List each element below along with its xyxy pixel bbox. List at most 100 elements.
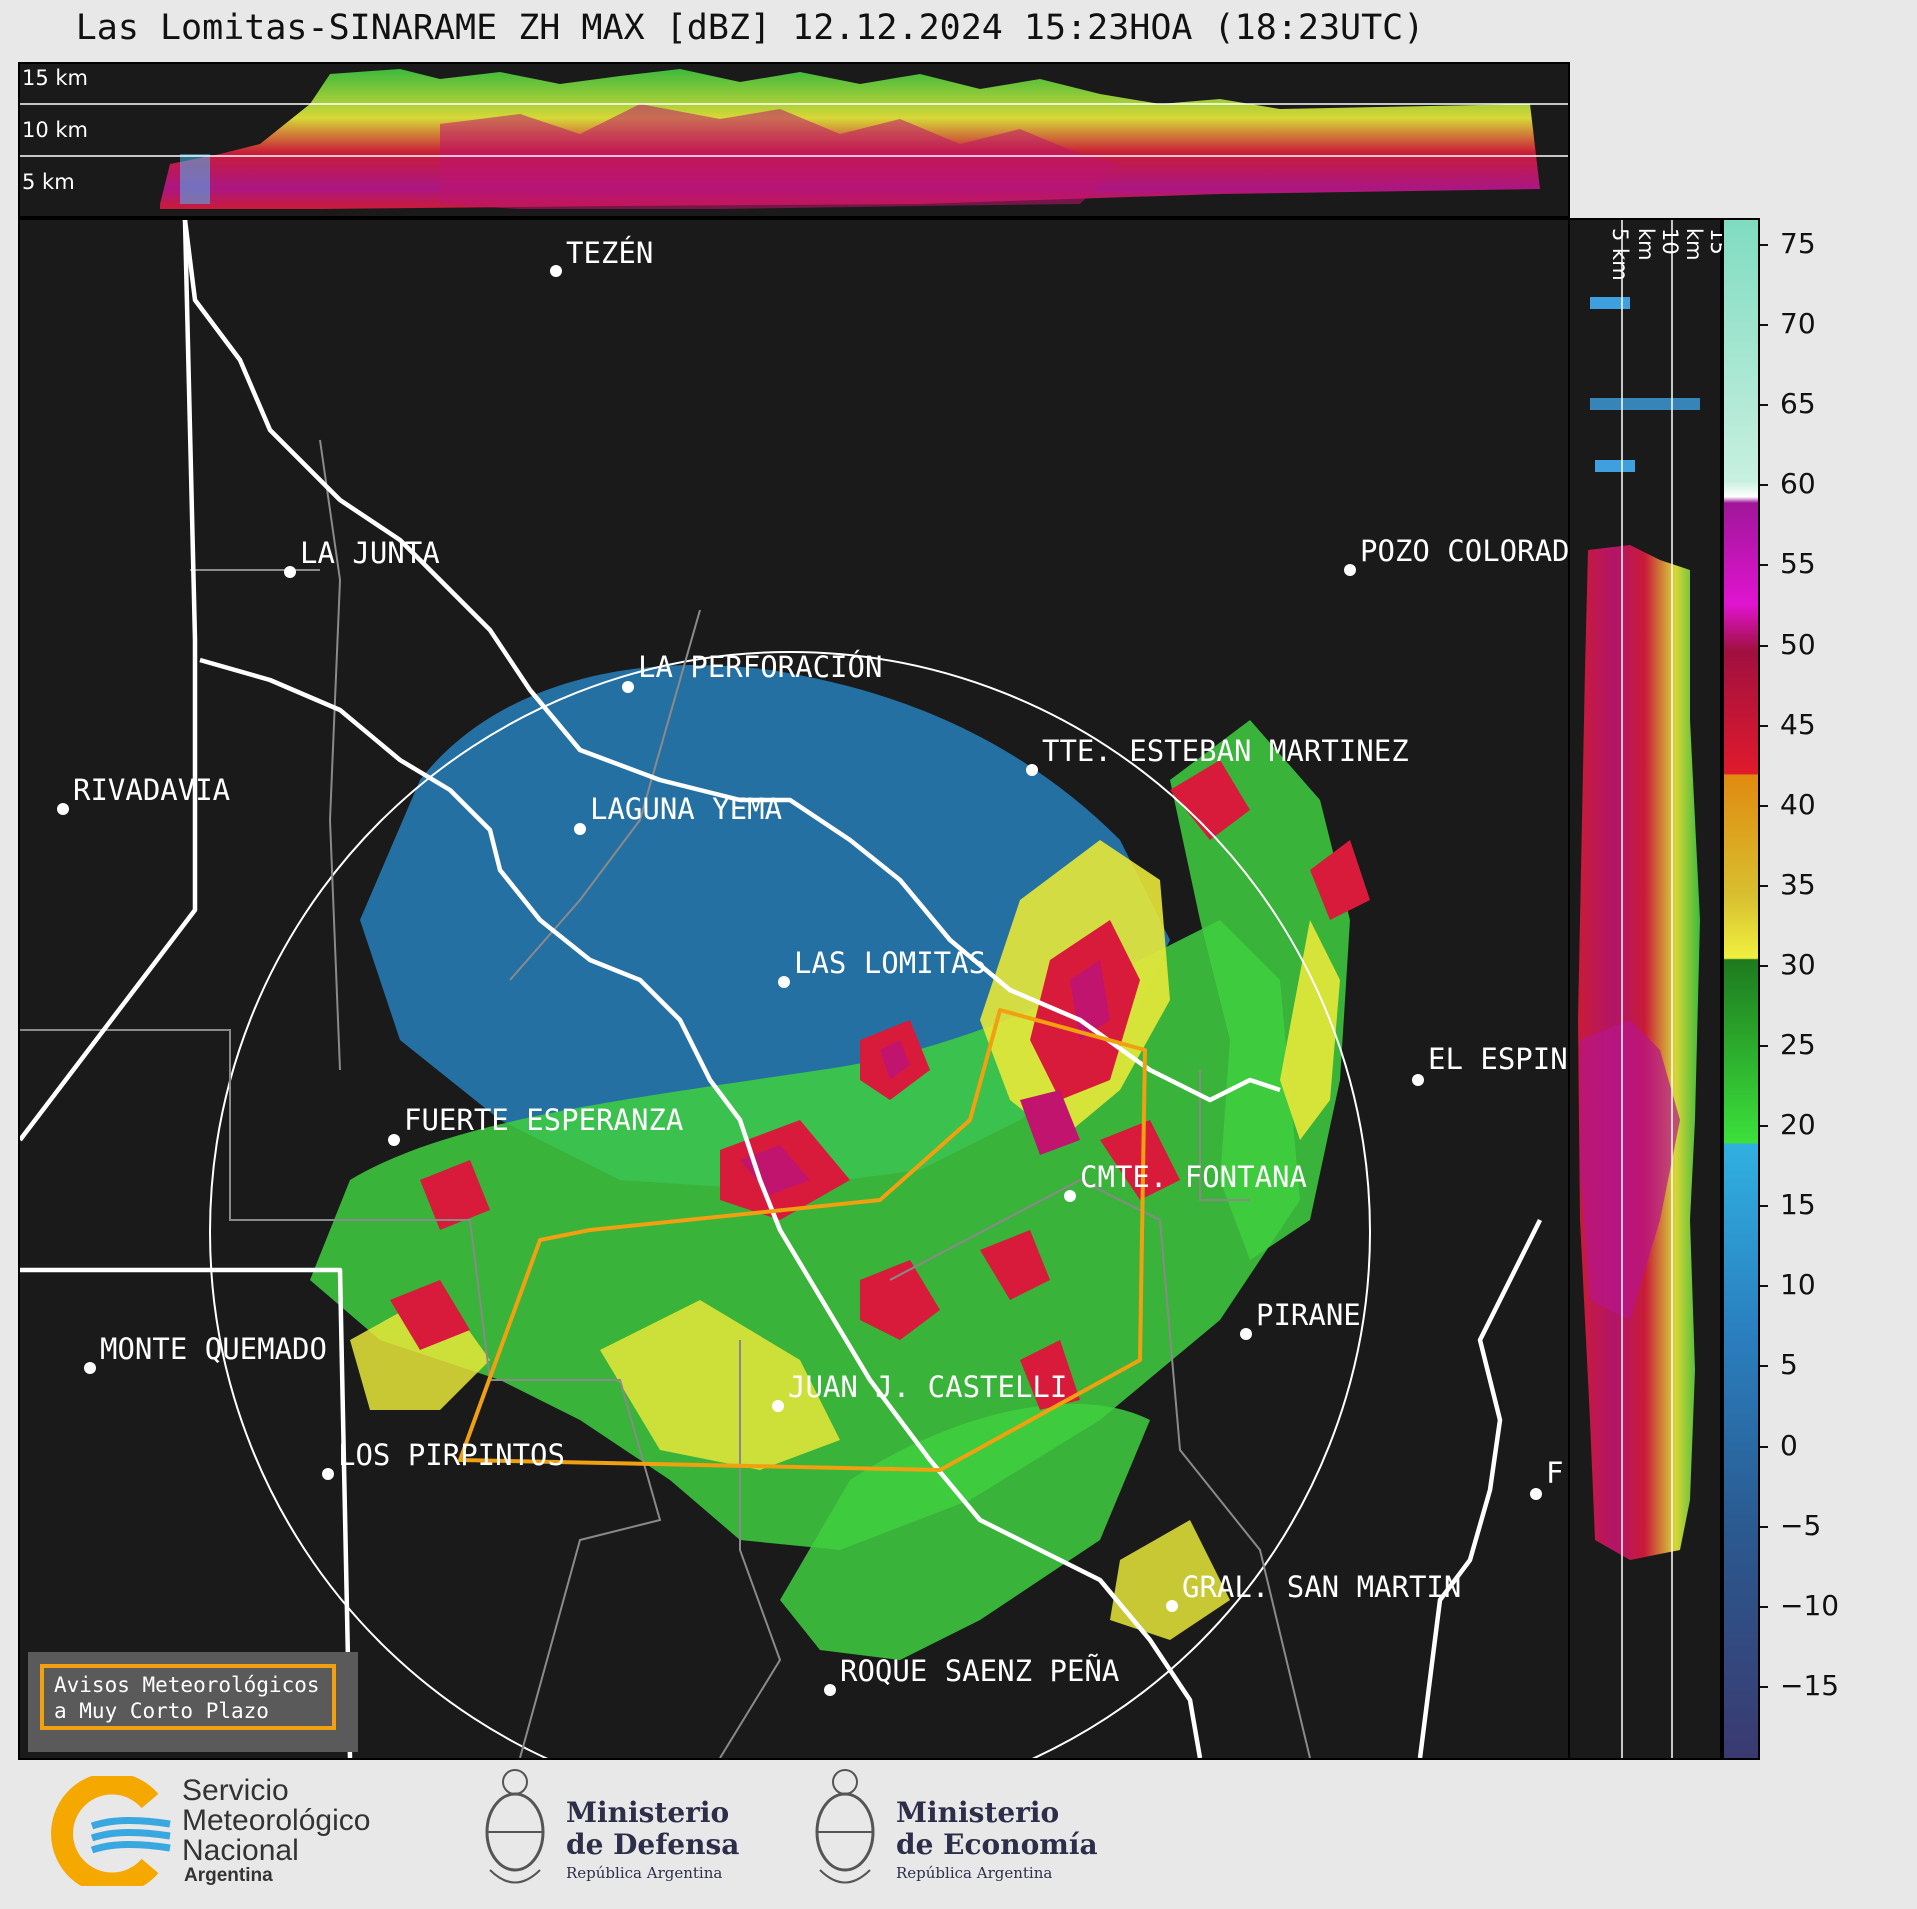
colorbar-tick-mark bbox=[1760, 1445, 1768, 1448]
economia-logo: Ministerio de Economía República Argenti… bbox=[800, 1760, 1100, 1900]
city-label-las-lomitas: LAS LOMITAS bbox=[794, 946, 987, 980]
altitude-label-10km: 10 km bbox=[22, 118, 89, 142]
city-label-fuerte-esperanza: FUERTE ESPERANZA bbox=[404, 1103, 684, 1137]
colorbar-tick-label: 50 bbox=[1780, 627, 1816, 661]
city-dot bbox=[57, 803, 69, 815]
city-label-pozo-colorado: POZO COLORAD bbox=[1360, 534, 1570, 568]
avisos-line2: a Muy Corto Plazo bbox=[54, 1699, 269, 1723]
city-dot bbox=[574, 823, 586, 835]
city-label-f: F bbox=[1546, 1456, 1564, 1490]
colorbar-tick-label: −5 bbox=[1780, 1508, 1822, 1542]
colorbar-tick-mark bbox=[1760, 964, 1768, 967]
radar-map: TEZÉN LA JUNTA POZO COLORAD LA PERFORACI… bbox=[18, 218, 1570, 1760]
side-altitude-label-5km: 5 km bbox=[1608, 228, 1632, 281]
city-label-cmte-fontana: CMTE. FONTANA bbox=[1080, 1160, 1307, 1194]
colorbar-tick-label: 45 bbox=[1780, 707, 1816, 741]
colorbar-tick-label: 15 bbox=[1780, 1188, 1816, 1222]
economia-line2: de Economía bbox=[896, 1828, 1098, 1861]
colorbar-tick-mark bbox=[1760, 884, 1768, 887]
city-label-los-pirpintos: LOS PIRPINTOS bbox=[338, 1438, 565, 1472]
defensa-logo: Ministerio de Defensa República Argentin… bbox=[470, 1760, 750, 1900]
city-dot bbox=[550, 265, 562, 277]
smn-logo: Servicio Meteorológico Nacional Argentin… bbox=[50, 1774, 410, 1886]
city-dot bbox=[322, 1468, 334, 1480]
city-dot bbox=[622, 681, 634, 693]
city-dot bbox=[1240, 1328, 1252, 1340]
city-label-el-espin: EL ESPIN bbox=[1428, 1042, 1568, 1076]
colorbar-tick-label: 5 bbox=[1780, 1348, 1798, 1382]
colorbar-tick-mark bbox=[1760, 1685, 1768, 1688]
colorbar-tick-label: 40 bbox=[1780, 787, 1816, 821]
economia-line1: Ministerio bbox=[896, 1796, 1060, 1829]
colorbar-tick-mark bbox=[1760, 1365, 1768, 1368]
colorbar-tick-mark bbox=[1760, 804, 1768, 807]
colorbar-tick-mark bbox=[1760, 1045, 1768, 1048]
avisos-box: Avisos Meteorológicos a Muy Corto Plazo bbox=[28, 1652, 358, 1752]
colorbar-tick-mark bbox=[1760, 484, 1768, 487]
city-label-tezen: TEZÉN bbox=[566, 236, 654, 270]
top-cross-section-panel: 15 km 10 km 5 km bbox=[18, 62, 1570, 218]
city-dot bbox=[1064, 1190, 1076, 1202]
side-altitude-label-10km: 10 km bbox=[1634, 228, 1682, 261]
colorbar-tick-mark bbox=[1760, 1525, 1768, 1528]
city-label-pirane: PIRANE bbox=[1256, 1298, 1361, 1332]
city-label-la-junta: LA JUNTA bbox=[300, 536, 440, 570]
altitude-label-15km: 15 km bbox=[22, 66, 89, 90]
colorbar-tick-mark bbox=[1760, 1125, 1768, 1128]
coat-of-arms-icon bbox=[485, 1769, 545, 1884]
page-title: Las Lomitas-SINARAME ZH MAX [dBZ] 12.12.… bbox=[75, 8, 1425, 48]
colorbar-tick-label: 35 bbox=[1780, 867, 1816, 901]
city-label-juan-j-castelli: JUAN J. CASTELLI bbox=[788, 1370, 1068, 1404]
smn-line4: Argentina bbox=[184, 1865, 273, 1886]
defensa-line3: República Argentina bbox=[566, 1864, 723, 1882]
avisos-line1: Avisos Meteorológicos bbox=[54, 1673, 320, 1697]
city-label-monte-quemado: MONTE QUEMADO bbox=[100, 1332, 327, 1366]
colorbar-tick-mark bbox=[1760, 1205, 1768, 1208]
colorbar-tick-mark bbox=[1760, 564, 1768, 567]
colorbar-tick-label: −15 bbox=[1780, 1668, 1840, 1702]
colorbar-tick-mark bbox=[1760, 324, 1768, 327]
defensa-line1: Ministerio bbox=[566, 1796, 730, 1829]
city-label-laguna-yema: LAGUNA YEMA bbox=[590, 792, 783, 826]
city-dot bbox=[84, 1362, 96, 1374]
colorbar-tick-label: 70 bbox=[1780, 307, 1816, 341]
city-dot bbox=[1412, 1074, 1424, 1086]
colorbar-tick-mark bbox=[1760, 404, 1768, 407]
colorbar-tick-mark bbox=[1760, 1285, 1768, 1288]
colorbar-tick-label: 30 bbox=[1780, 947, 1816, 981]
city-label-rivadavia: RIVADAVIA bbox=[73, 773, 231, 807]
city-dot bbox=[388, 1134, 400, 1146]
coat-of-arms-icon bbox=[815, 1769, 875, 1884]
altitude-label-5km: 5 km bbox=[22, 170, 75, 194]
colorbar-tick-label: 55 bbox=[1780, 547, 1816, 581]
colorbar-tick-label: −10 bbox=[1780, 1588, 1840, 1622]
colorbar-tick-label: 75 bbox=[1780, 227, 1816, 261]
smn-line2: Meteorológico bbox=[182, 1804, 371, 1837]
colorbar-tick-label: 0 bbox=[1780, 1428, 1798, 1462]
city-dot bbox=[1344, 564, 1356, 576]
city-dot bbox=[1026, 764, 1038, 776]
colorbar-tick-label: 60 bbox=[1780, 467, 1816, 501]
city-dot bbox=[284, 566, 296, 578]
colorbar-tick-mark bbox=[1760, 244, 1768, 247]
colorbar-tick-mark bbox=[1760, 1605, 1768, 1608]
city-dot-radar-site bbox=[778, 976, 790, 988]
radar-reflectivity-layer bbox=[20, 220, 1543, 1758]
city-dot bbox=[824, 1684, 836, 1696]
defensa-line2: de Defensa bbox=[566, 1828, 740, 1861]
colorbar-tick-label: 25 bbox=[1780, 1028, 1816, 1062]
city-label-tte-esteban-martinez: TTE. ESTEBAN MARTINEZ bbox=[1042, 734, 1409, 768]
smn-line1: Servicio bbox=[182, 1774, 289, 1807]
colorbar-tick-label: 65 bbox=[1780, 387, 1816, 421]
avisos-label: Avisos Meteorológicos a Muy Corto Plazo bbox=[40, 1664, 336, 1730]
economia-line3: República Argentina bbox=[896, 1864, 1053, 1882]
colorbar-tick-label: 20 bbox=[1780, 1108, 1816, 1142]
city-dot bbox=[772, 1400, 784, 1412]
city-dot bbox=[1166, 1600, 1178, 1612]
smn-emblem-icon bbox=[51, 1776, 171, 1886]
colorbar-tick-mark bbox=[1760, 724, 1768, 727]
colorbar bbox=[1722, 218, 1760, 1760]
city-label-la-perforacion: LA PERFORACIÓN bbox=[638, 650, 883, 684]
smn-line3: Nacional bbox=[182, 1834, 299, 1867]
city-label-gral-san-martin: GRAL. SAN MARTIN bbox=[1182, 1570, 1462, 1604]
